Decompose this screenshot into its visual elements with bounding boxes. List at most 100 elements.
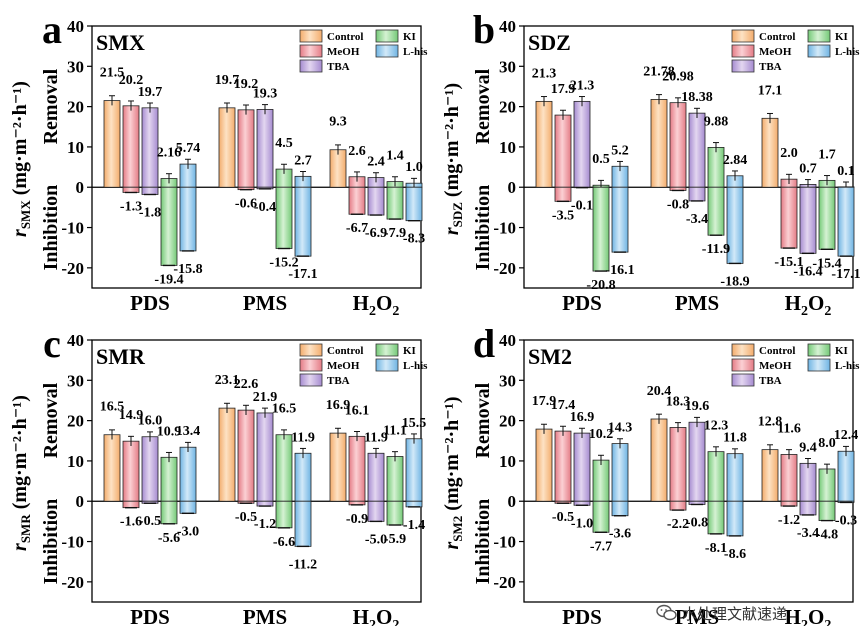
legend-label-meoh: MeOH	[759, 360, 792, 372]
watermark: 水处理文献速递	[656, 602, 862, 624]
bar-removal	[405, 438, 423, 502]
bar-removal	[707, 147, 725, 188]
bar-removal	[837, 450, 855, 502]
y-tick-label: -10	[493, 219, 516, 238]
inhibition-value-label: -8.1	[705, 541, 727, 556]
value-label: 11.9	[364, 430, 388, 445]
y-tick-label: -10	[493, 533, 516, 552]
bar-removal	[592, 459, 610, 502]
removal-label: Removal	[40, 382, 62, 458]
bar-inhibition	[294, 186, 312, 257]
legend-swatch-l-his	[807, 358, 831, 372]
chart-panel-d: 40 30 20 10 0 -10 -20 rSM2 (mg·m⁻²·h⁻¹) Removal I…	[441, 321, 860, 626]
legend-label-control: Control	[759, 31, 795, 43]
inhibition-label: Inhibition	[40, 185, 62, 271]
inhibition-value-label: -18.9	[720, 274, 749, 289]
inhibition-value-label: -6.6	[273, 535, 295, 550]
category-label: H2O2	[353, 291, 400, 319]
value-label: 1.4	[386, 149, 404, 164]
value-label: 21.78	[643, 64, 675, 79]
inhibition-value-label: -0.1	[571, 199, 593, 214]
inhibition-value-label: -6.7	[346, 221, 368, 236]
plot-frame	[91, 25, 422, 289]
bar-inhibition	[256, 500, 274, 507]
inhibition-value-label: -6.9	[365, 226, 387, 241]
bar-removal	[218, 107, 236, 188]
inhibition-value-label: -0.5	[552, 510, 574, 525]
category-label: H2O2	[353, 605, 400, 626]
value-label: 17.9	[532, 394, 557, 409]
category-label: PMS	[675, 291, 719, 315]
legend-label-ki: KI	[403, 31, 416, 43]
legend-swatch-meoh	[731, 44, 755, 58]
bar-inhibition	[275, 186, 293, 249]
value-label: 0.7	[799, 161, 817, 176]
legend-label-ki: KI	[403, 345, 416, 357]
bar-removal	[650, 99, 668, 188]
bar-removal	[103, 100, 121, 188]
chart-panel-a: 40 30 20 10 0 -10 -20 rSMX (mg·m⁻²·h⁻¹) Removal I…	[9, 7, 428, 319]
legend-label-tba: TBA	[759, 375, 782, 387]
y-tick-label: 40	[67, 331, 84, 350]
inhibition-value-label: -1.8	[139, 205, 161, 220]
bar-removal	[256, 412, 274, 502]
removal-label: Removal	[40, 68, 62, 144]
value-label: 13.4	[176, 424, 201, 439]
bar-inhibition	[160, 500, 178, 525]
y-tick-label: 30	[67, 57, 84, 76]
legend-label-ki: KI	[835, 345, 848, 357]
bar-removal	[294, 452, 312, 502]
bar-inhibition	[592, 186, 610, 272]
bar-inhibition	[688, 186, 706, 202]
legend-swatch-ki	[375, 29, 399, 43]
y-tick-label: 30	[499, 57, 516, 76]
legend-swatch-control	[299, 343, 323, 357]
inhibition-value-label: -19.4	[154, 272, 183, 287]
value-label: 9.3	[329, 115, 347, 130]
legend-label-l-his: L-his	[403, 360, 428, 372]
bar-removal	[386, 456, 404, 502]
bar-removal	[554, 430, 572, 502]
inhibition-value-label: -1.2	[778, 513, 800, 528]
value-label: 2.6	[348, 144, 366, 159]
inhibition-value-label: -0.9	[346, 512, 368, 527]
legend-swatch-tba	[731, 59, 755, 73]
value-label: 16.5	[100, 400, 125, 415]
bar-removal	[573, 432, 591, 502]
bar-removal	[761, 449, 779, 502]
y-tick-label: 0	[76, 178, 85, 197]
bar-removal	[799, 462, 817, 502]
removal-label: Removal	[472, 68, 494, 144]
bar-removal	[141, 436, 159, 502]
inhibition-value-label: -16.1	[605, 263, 634, 278]
inhibition-value-label: -3.4	[797, 526, 819, 541]
bar-removal	[611, 443, 629, 502]
bar-removal	[707, 451, 725, 502]
value-label: 4.5	[275, 136, 293, 151]
legend-swatch-tba	[731, 373, 755, 387]
value-label: 1.0	[405, 160, 423, 175]
legend-label-tba: TBA	[759, 61, 782, 73]
legend-swatch-meoh	[731, 358, 755, 372]
legend-swatch-meoh	[299, 358, 323, 372]
value-label: 2.0	[780, 146, 798, 161]
value-label: 20.2	[119, 73, 144, 88]
bar-inhibition	[367, 186, 385, 216]
value-label: 17.9	[551, 82, 576, 97]
value-label: 11.1	[383, 423, 407, 438]
bar-inhibition	[611, 186, 629, 253]
bar-inhibition	[707, 500, 725, 535]
value-label: 19.6	[685, 399, 710, 414]
value-label: 2.16	[157, 146, 182, 161]
legend-swatch-ki	[375, 343, 399, 357]
bar-inhibition	[367, 500, 385, 522]
bar-removal	[669, 427, 687, 502]
value-label: 12.4	[834, 428, 859, 443]
legend-label-ki: KI	[835, 31, 848, 43]
category-label: PMS	[243, 291, 287, 315]
value-label: 10.2	[589, 427, 614, 442]
value-label: 23.1	[215, 373, 240, 388]
category-label: PDS	[562, 605, 602, 626]
inhibition-value-label: -2.2	[667, 517, 689, 532]
bar-inhibition	[818, 500, 836, 521]
